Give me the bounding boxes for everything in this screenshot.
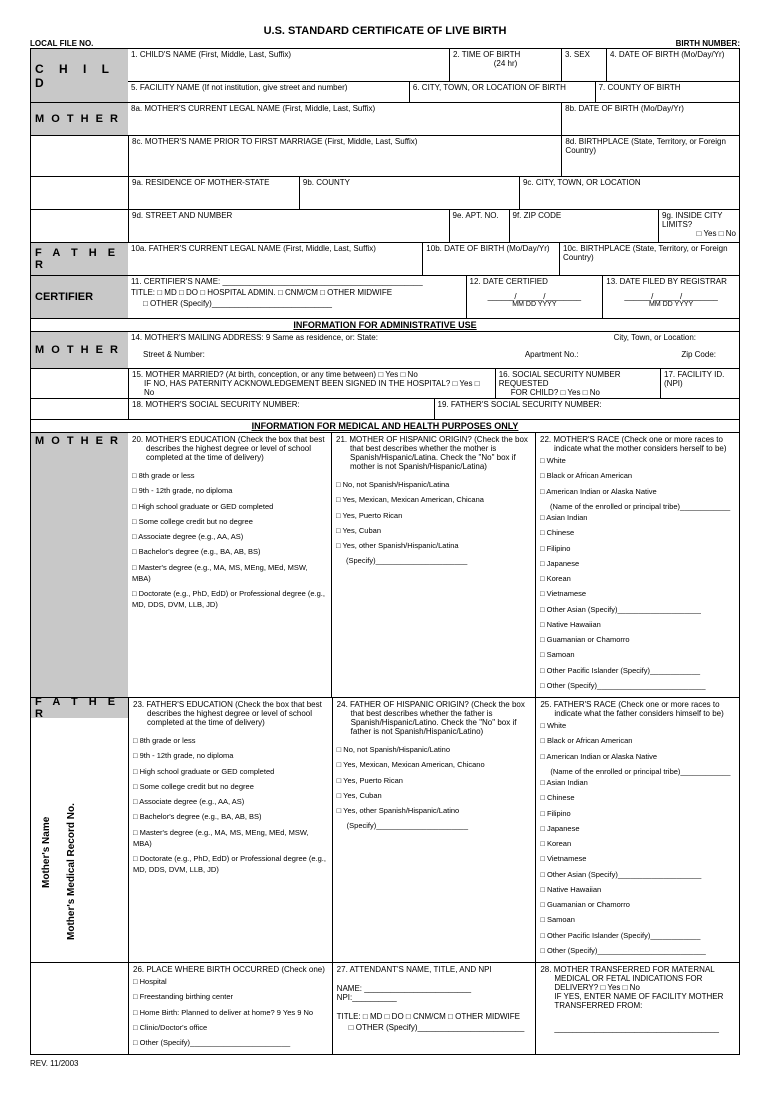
section-mother-1: M O T H E R bbox=[31, 103, 128, 135]
side-label-2: Mother's Medical Record No. bbox=[66, 792, 77, 952]
section-certifier: CERTIFIER bbox=[31, 276, 128, 318]
field-9d[interactable]: 9d. STREET AND NUMBER bbox=[128, 210, 450, 242]
field-8b[interactable]: 8b. DATE OF BIRTH (Mo/Day/Yr) bbox=[562, 103, 739, 135]
field-14[interactable]: 14. MOTHER'S MAILING ADDRESS: 9 Same as … bbox=[128, 332, 739, 368]
section-child: C H I L D bbox=[31, 49, 128, 102]
field-23[interactable]: 23. FATHER'S EDUCATION (Check the box th… bbox=[129, 698, 333, 962]
field-9f[interactable]: 9f. ZIP CODE bbox=[510, 210, 660, 242]
field-3[interactable]: 3. SEX bbox=[562, 49, 607, 81]
banner-medical: INFORMATION FOR MEDICAL AND HEALTH PURPO… bbox=[31, 420, 739, 433]
field-21[interactable]: 21. MOTHER OF HISPANIC ORIGIN? (Check th… bbox=[332, 433, 536, 697]
field-8c[interactable]: 8c. MOTHER'S NAME PRIOR TO FIRST MARRIAG… bbox=[128, 136, 562, 176]
field-16[interactable]: 16. SOCIAL SECURITY NUMBER REQUESTED FOR… bbox=[496, 369, 661, 398]
field-28[interactable]: 28. MOTHER TRANSFERRED FOR MATERNAL MEDI… bbox=[536, 963, 739, 1054]
field-11[interactable]: 11. CERTIFIER'S NAME: __________________… bbox=[128, 276, 467, 318]
field-22[interactable]: 22. MOTHER'S RACE (Check one or more rac… bbox=[536, 433, 739, 697]
section-mother-2: M O T H E R bbox=[31, 332, 128, 368]
field-26[interactable]: 26. PLACE WHERE BIRTH OCCURRED (Check on… bbox=[129, 963, 333, 1054]
field-20[interactable]: 20. MOTHER'S EDUCATION (Check the box th… bbox=[128, 433, 332, 697]
field-9b[interactable]: 9b. COUNTY bbox=[300, 177, 520, 209]
field-9a[interactable]: 9a. RESIDENCE OF MOTHER-STATE bbox=[128, 177, 300, 209]
field-6[interactable]: 6. CITY, TOWN, OR LOCATION OF BIRTH bbox=[410, 82, 596, 102]
form-container: C H I L D 1. CHILD'S NAME (First, Middle… bbox=[30, 48, 740, 1055]
field-4[interactable]: 4. DATE OF BIRTH (Mo/Day/Yr) bbox=[607, 49, 739, 81]
field-8d[interactable]: 8d. BIRTHPLACE (State, Territory, or For… bbox=[562, 136, 739, 176]
field-15[interactable]: 15. MOTHER MARRIED? (At birth, conceptio… bbox=[128, 369, 496, 398]
birth-number: BIRTH NUMBER: bbox=[676, 39, 740, 48]
side-label-1: Mother's Name bbox=[41, 792, 52, 912]
revision: REV. 11/2003 bbox=[30, 1059, 740, 1068]
field-1[interactable]: 1. CHILD'S NAME (First, Middle, Last, Su… bbox=[128, 49, 450, 81]
field-19[interactable]: 19. FATHER'S SOCIAL SECURITY NUMBER: bbox=[435, 399, 740, 419]
field-27[interactable]: 27. ATTENDANT'S NAME, TITLE, AND NPI NAM… bbox=[333, 963, 537, 1054]
field-7[interactable]: 7. COUNTY OF BIRTH bbox=[596, 82, 739, 102]
field-10c[interactable]: 10c. BIRTHPLACE (State, Territory, or Fo… bbox=[560, 243, 739, 275]
field-9c[interactable]: 9c. CITY, TOWN, OR LOCATION bbox=[520, 177, 739, 209]
field-10b[interactable]: 10b. DATE OF BIRTH (Mo/Day/Yr) bbox=[423, 243, 560, 275]
field-12[interactable]: 12. DATE CERTIFIED ______/______/_______… bbox=[467, 276, 604, 318]
field-2[interactable]: 2. TIME OF BIRTH(24 hr) bbox=[450, 49, 562, 81]
section-mother-3: M O T H E R bbox=[31, 433, 128, 697]
banner-admin: INFORMATION FOR ADMINISTRATIVE USE bbox=[31, 319, 739, 332]
section-father-1: F A T H E R bbox=[31, 243, 128, 275]
local-file-no: LOCAL FILE NO. bbox=[30, 39, 93, 48]
field-9g[interactable]: 9g. INSIDE CITY LIMITS?□ Yes □ No bbox=[659, 210, 739, 242]
field-17[interactable]: 17. FACILITY ID. (NPI) bbox=[661, 369, 739, 398]
field-10a[interactable]: 10a. FATHER'S CURRENT LEGAL NAME (First,… bbox=[128, 243, 423, 275]
field-25[interactable]: 25. FATHER'S RACE (Check one or more rac… bbox=[536, 698, 739, 962]
field-13[interactable]: 13. DATE FILED BY REGISTRAR ______/_____… bbox=[603, 276, 739, 318]
field-24[interactable]: 24. FATHER OF HISPANIC ORIGIN? (Check th… bbox=[333, 698, 537, 962]
field-8a[interactable]: 8a. MOTHER'S CURRENT LEGAL NAME (First, … bbox=[128, 103, 562, 135]
field-5[interactable]: 5. FACILITY NAME (If not institution, gi… bbox=[128, 82, 410, 102]
field-18[interactable]: 18. MOTHER'S SOCIAL SECURITY NUMBER: bbox=[128, 399, 435, 419]
field-9e[interactable]: 9e. APT. NO. bbox=[450, 210, 510, 242]
section-father-2: F A T H E R bbox=[31, 698, 128, 718]
doc-title: U.S. STANDARD CERTIFICATE OF LIVE BIRTH bbox=[30, 25, 740, 37]
